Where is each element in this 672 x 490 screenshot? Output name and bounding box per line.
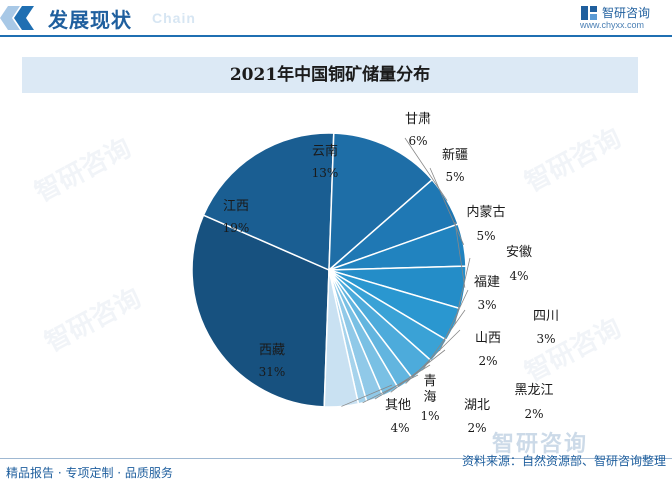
section-subtitle: Chain [152, 10, 196, 26]
leader-line [390, 349, 446, 393]
slice-name-label: 江西 [223, 199, 249, 214]
brand-name: 智研咨询 [602, 6, 651, 20]
section-title: 发展现状 [48, 8, 132, 32]
slice-percent-label: 4% [390, 421, 409, 435]
slice-name-label: 黑龙江 [514, 383, 553, 398]
chart-title-banner: 2021年中国铜矿储量分布 [22, 57, 638, 93]
footer-brand-watermark: 智研咨询 [492, 432, 589, 457]
slice-name-label: 其他 [385, 398, 411, 413]
header: 发展现状 Chain 智研咨询 www.chyxx.com [0, 0, 672, 36]
leader-line [454, 221, 466, 288]
slice-percent-label: 2% [467, 421, 486, 435]
chart-title: 2021年中国铜矿储量分布 [229, 65, 431, 85]
data-source: 资料来源：自然资源部、智研咨询整理 [461, 454, 666, 468]
leader-line [429, 167, 465, 245]
slice-name-label: 四川 [533, 309, 559, 324]
slice-percent-label: 3% [477, 298, 496, 312]
slice-percent-label: 6% [408, 134, 427, 148]
slice-name-label: 新疆 [442, 147, 468, 163]
slice-name-label: 山西 [475, 331, 501, 346]
slice-percent-label: 19% [223, 221, 250, 235]
footer-slogan: 精品报告 · 专项定制 · 品质服务 [6, 466, 173, 480]
slice-percent-label: 5% [476, 229, 495, 243]
leader-line [439, 289, 469, 352]
footer-divider [0, 458, 672, 459]
slice-name-label: 青海 [423, 374, 436, 405]
slice-percent-label: 4% [509, 269, 528, 283]
slice-name-label: 内蒙古 [466, 204, 505, 220]
slice-percent-label: 3% [536, 332, 555, 346]
header-arrow-icon [0, 6, 34, 30]
slice-percent-label: 2% [524, 407, 543, 421]
header-divider [0, 35, 672, 37]
slice-percent-label: 13% [312, 166, 339, 180]
brand-logo-icon [581, 6, 597, 20]
pie-slice [191, 214, 330, 408]
slice-percent-label: 2% [478, 354, 497, 368]
slice-percent-label: 5% [445, 170, 464, 184]
leader-line [374, 364, 431, 400]
slice-name-label: 甘肃 [405, 112, 431, 127]
slice-name-label: 云南 [312, 143, 338, 159]
slice-name-label: 湖北 [464, 398, 490, 413]
slice-name-label: 福建 [474, 275, 500, 290]
brand: 智研咨询 www.chyxx.com [580, 4, 670, 34]
slice-name-label: 安徽 [506, 245, 532, 260]
brand-url: www.chyxx.com [580, 20, 645, 30]
pie-slice [202, 132, 335, 272]
slice-name-label: 西藏 [259, 343, 285, 358]
pie-slice [328, 132, 434, 272]
slice-percent-label: 31% [259, 365, 286, 379]
leader-line [362, 374, 419, 404]
slice-percent-label: 1% [420, 409, 439, 423]
leader-line [341, 384, 393, 407]
